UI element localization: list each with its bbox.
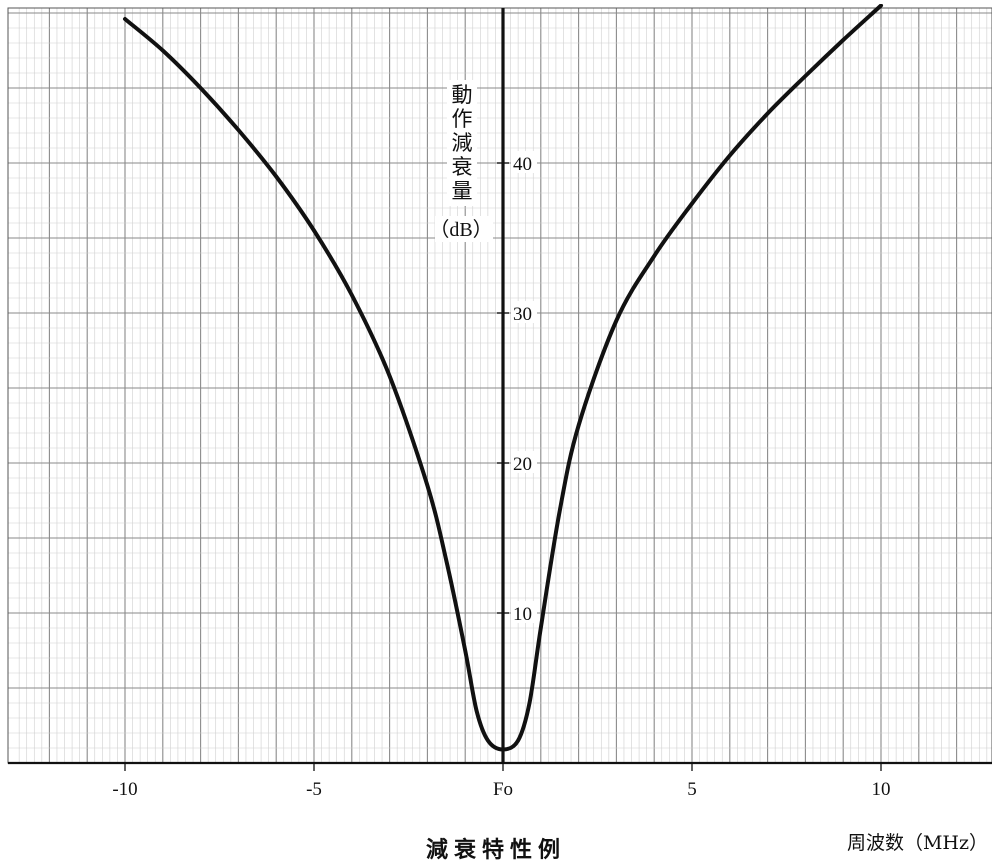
y-axis-label-char: 衰 <box>452 155 473 179</box>
y-tick-label-bg <box>511 301 537 323</box>
y-label-bg <box>447 80 477 206</box>
y-tick-label: 10 <box>513 604 532 625</box>
axes <box>7 7 992 765</box>
y-axis-label-char: 作 <box>452 107 473 131</box>
x-tick-label: 10 <box>872 779 891 800</box>
y-axis-unit: （dB） <box>429 218 492 241</box>
y-tick-label-bg <box>511 451 537 473</box>
grid <box>8 8 992 764</box>
series-layer <box>123 4 883 752</box>
y-tick-label: 40 <box>513 154 532 175</box>
x-tick-label: -10 <box>112 779 137 800</box>
y-tick-label: 30 <box>513 304 532 325</box>
x-tick-label: 5 <box>687 779 697 800</box>
x-tick-label: -5 <box>306 779 322 800</box>
y-axis-label-char: 減 <box>452 131 473 155</box>
y-tick-label-bg <box>511 601 537 623</box>
chart-caption: 減衰特性例 <box>425 838 566 863</box>
y-axis-label-char: 量 <box>452 179 473 203</box>
x-tick-labels: -10 -5 Fo 5 10 <box>112 763 891 800</box>
x-axis-label: 周波数（MHz） <box>846 832 988 854</box>
y-unit-bg <box>435 216 493 242</box>
y-tick-label: 20 <box>513 454 532 475</box>
attenuation-curve <box>123 4 883 752</box>
x-tick-label: Fo <box>493 779 513 800</box>
y-tick-labels: 10 20 30 40 <box>497 151 537 625</box>
y-tick-label-bg <box>511 151 537 173</box>
y-axis-label-char: 動 <box>452 83 473 107</box>
plot-background <box>8 8 992 763</box>
